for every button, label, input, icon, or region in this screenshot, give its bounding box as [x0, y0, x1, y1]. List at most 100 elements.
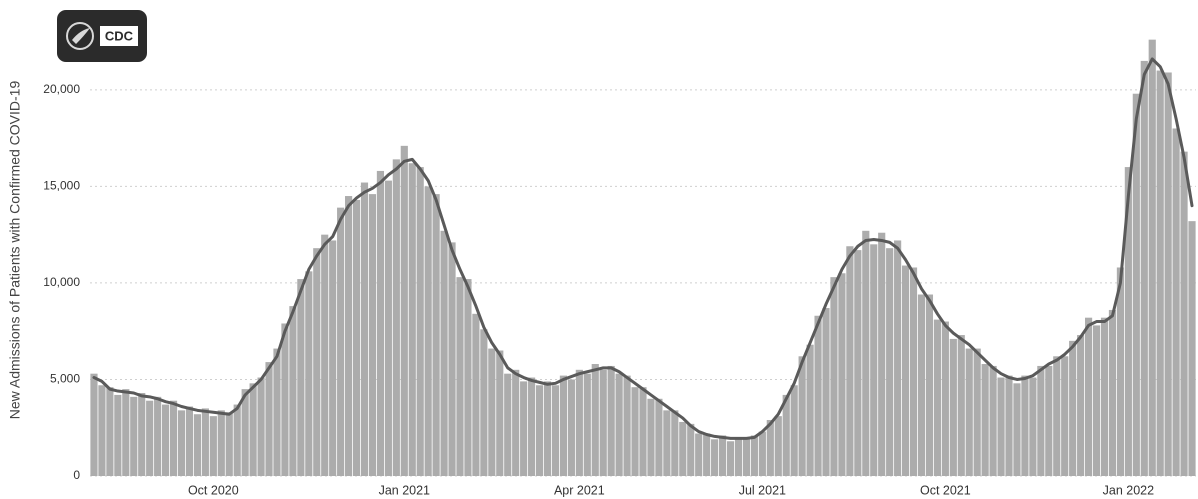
x-tick-label: Jan 2021 [379, 483, 430, 497]
bar [862, 230, 870, 476]
bar [1061, 356, 1069, 476]
bar [1180, 151, 1188, 477]
bar [321, 234, 329, 476]
bar [464, 279, 472, 476]
bar [520, 381, 528, 476]
bar [297, 279, 305, 476]
bar [400, 145, 408, 476]
bar [376, 170, 385, 476]
bar [528, 377, 536, 476]
bar [957, 335, 965, 476]
bar [846, 246, 854, 476]
bar [782, 394, 790, 476]
bar [830, 277, 838, 476]
bar [551, 385, 560, 476]
bar [1108, 309, 1117, 476]
bar [177, 410, 186, 476]
bar [1045, 365, 1053, 476]
bar [774, 416, 782, 476]
bar [313, 248, 321, 476]
bar [1069, 340, 1077, 476]
bar [941, 321, 949, 476]
bar [591, 364, 599, 476]
y-tick-label: 15,000 [43, 179, 80, 193]
bar [695, 433, 703, 476]
bar [655, 398, 663, 476]
bar [878, 232, 886, 476]
bar [154, 396, 162, 476]
bar [352, 199, 361, 476]
bar [456, 277, 464, 476]
bar [703, 433, 711, 476]
bar [1077, 335, 1085, 476]
bar [734, 437, 743, 476]
bar [1164, 72, 1172, 476]
bar [909, 267, 918, 476]
bar [894, 240, 902, 476]
bar [742, 439, 751, 476]
bar [1116, 267, 1124, 476]
bar [973, 348, 981, 476]
bar [416, 167, 424, 476]
x-tick-label: Oct 2020 [188, 483, 239, 497]
logo-text: CDC [105, 28, 134, 43]
bar [1124, 167, 1132, 476]
bar [122, 389, 130, 476]
bar [750, 435, 758, 476]
bar [854, 250, 862, 476]
bar [424, 186, 432, 476]
bar [575, 369, 583, 476]
bar [201, 408, 209, 476]
bar [106, 387, 114, 476]
bar [408, 163, 416, 477]
bar [1013, 383, 1021, 476]
bar [432, 194, 440, 476]
x-tick-label: Jul 2021 [739, 483, 786, 497]
bar [607, 365, 615, 476]
bar [1148, 39, 1156, 476]
bar [273, 348, 281, 476]
bar [504, 373, 512, 476]
bar [949, 338, 957, 476]
bar [543, 381, 552, 476]
bar [933, 319, 941, 476]
bar [639, 387, 647, 476]
bar [806, 344, 814, 476]
bar [726, 441, 735, 476]
bar [169, 400, 178, 476]
logo-emblem [66, 22, 94, 50]
bar [766, 420, 774, 476]
bar [281, 323, 289, 476]
bar [647, 398, 655, 476]
y-tick-label: 20,000 [43, 82, 80, 96]
bar [901, 265, 910, 476]
bars [90, 39, 1196, 477]
bar [559, 375, 568, 476]
bar [671, 410, 679, 476]
bar [981, 364, 989, 476]
bar [265, 362, 273, 476]
bar [384, 180, 392, 476]
bar [241, 389, 249, 476]
bar [822, 308, 830, 476]
bar [289, 306, 297, 476]
bar [1156, 70, 1164, 476]
bar [599, 369, 607, 476]
bar [925, 294, 934, 476]
bar [663, 410, 671, 476]
bar [138, 392, 146, 476]
bar [870, 244, 878, 476]
bar [1005, 375, 1013, 476]
bar [305, 271, 313, 476]
bar [368, 194, 377, 476]
bar [249, 383, 257, 476]
bar [225, 412, 233, 476]
bar [758, 431, 766, 476]
bar [917, 294, 926, 476]
bar [1021, 375, 1029, 476]
bar [679, 421, 687, 476]
bar [623, 375, 631, 476]
bar [567, 379, 575, 476]
